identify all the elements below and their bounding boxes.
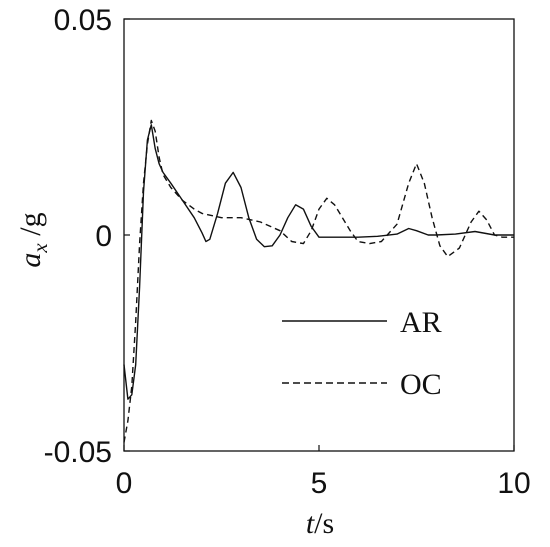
- tick-marks: [123, 18, 515, 452]
- plot-frame: [123, 18, 515, 452]
- y-axis-title: ax /g: [14, 212, 52, 267]
- x-axis-title: t/s: [306, 507, 334, 540]
- tick-labels: 0 5 100.050-0.05: [44, 4, 531, 500]
- y-tick-label: 0.05: [54, 4, 112, 37]
- series-layer: [123, 119, 514, 443]
- legend-label-ar: AR: [400, 306, 442, 339]
- series-line-oc: [123, 119, 514, 443]
- legend: AR OC: [282, 306, 442, 401]
- x-tick-label: 10: [497, 467, 530, 500]
- series-line-ar: [123, 124, 514, 400]
- y-tick-label: -0.05: [44, 436, 112, 469]
- x-tick-label: 0: [116, 467, 133, 500]
- x-tick-label: 5: [311, 467, 328, 500]
- legend-label-oc: OC: [400, 368, 442, 401]
- x-axis-unit: /s: [314, 507, 334, 540]
- x-axis-symbol: t: [306, 507, 315, 540]
- y-axis-subscript: x: [28, 243, 52, 254]
- y-tick-label: 0: [95, 220, 112, 253]
- y-axis-symbol: a: [14, 253, 47, 268]
- y-axis-suffix: /g: [14, 212, 47, 243]
